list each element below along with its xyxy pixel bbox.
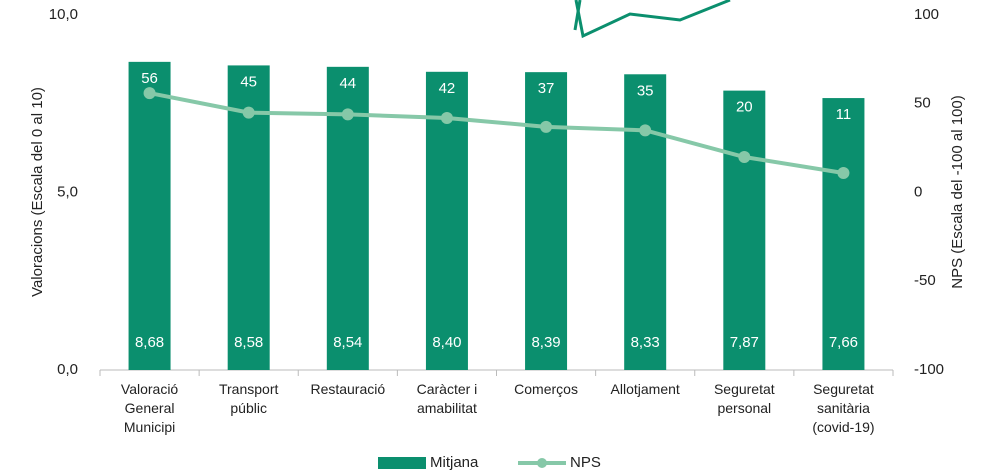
nps-value-label: 56 [141, 70, 158, 87]
y2-tick-label: -100 [914, 361, 944, 378]
y2-tick-label: -50 [914, 272, 936, 289]
bar-value-label: 8,39 [531, 334, 560, 351]
legend-swatch [378, 457, 426, 469]
nps-value-label: 44 [339, 75, 356, 92]
nps-marker [440, 111, 453, 124]
nps-marker [540, 120, 553, 133]
x-tick-label: Valoració General Municipi [120, 381, 179, 435]
bar [525, 72, 568, 370]
y2-tick-label: 50 [914, 95, 931, 112]
x-tick-label: Restauració [310, 381, 386, 397]
y2-tick-label: 0 [914, 183, 922, 200]
nps-value-label: 42 [439, 80, 456, 97]
x-tick-label: Comerços [514, 381, 578, 397]
y-tick-label: 5,0 [57, 183, 78, 200]
y2-tick-label: 100 [914, 6, 939, 23]
nps-marker [143, 87, 156, 100]
bar [723, 90, 766, 371]
bar-value-label: 7,87 [730, 334, 759, 351]
nps-marker [341, 108, 354, 121]
x-tick-label: Seguretat sanitària (covid-19) [812, 381, 875, 435]
y-tick-label: 10,0 [49, 6, 78, 23]
y2-axis-title: NPS (Escala del -100 al 100) [949, 95, 966, 288]
nps-value-label: 20 [736, 99, 753, 116]
bar-value-label: 8,58 [234, 334, 263, 351]
nps-marker [242, 106, 255, 119]
nps-value-label: 35 [637, 82, 654, 99]
nps-marker [738, 151, 751, 163]
bar-value-label: 8,40 [432, 334, 461, 351]
bar [128, 61, 171, 371]
x-tick-label: Transport públic [218, 381, 279, 416]
legend-label: NPS [570, 454, 601, 471]
x-tick-label: Seguretat personal [713, 381, 775, 416]
nps-value-label: 11 [836, 106, 852, 123]
bar-value-label: 7,66 [829, 334, 858, 351]
x-tick-label: Allotjament [610, 381, 680, 397]
legend-label: Mitjana [430, 454, 479, 471]
bar-value-label: 8,54 [333, 334, 362, 351]
nps-value-label: 37 [538, 80, 555, 97]
bar [624, 74, 667, 370]
nps-line [149, 91, 844, 175]
nps-value-label: 45 [240, 73, 257, 90]
bar [822, 98, 865, 370]
nps-marker [837, 166, 850, 179]
y-tick-label: 0,0 [57, 361, 78, 378]
bar-value-label: 8,68 [135, 334, 164, 351]
bar-value-label: 8,33 [631, 334, 660, 351]
decor-icon [574, 0, 731, 39]
nps-marker [639, 124, 652, 137]
x-tick-label: Caràcter i amabilitat [416, 381, 478, 416]
legend-swatch [537, 458, 547, 468]
y-axis-title: Valoracions (Escala del 0 al 10) [29, 87, 46, 297]
